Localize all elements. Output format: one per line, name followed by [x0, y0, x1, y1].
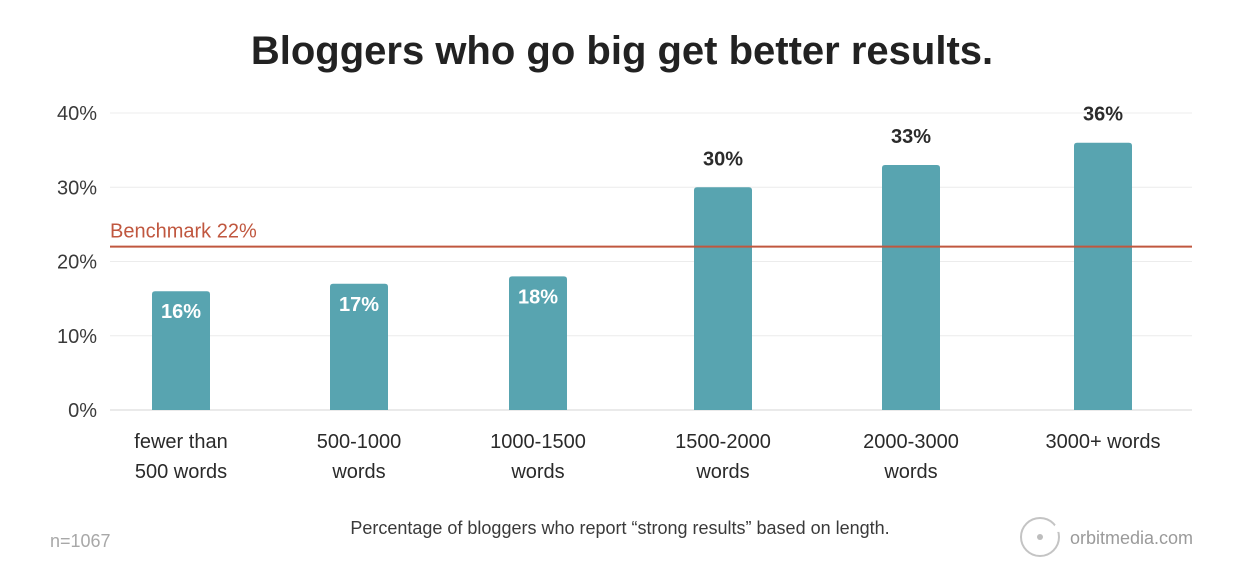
orbitmedia-logo: orbitmedia.com: [1020, 517, 1193, 557]
y-tick-label: 40%: [57, 103, 97, 125]
sample-size-note: n=1067: [50, 531, 111, 551]
orbit-ring-icon: [1020, 517, 1060, 557]
x-tick-label: words: [883, 461, 937, 483]
y-tick-label: 0%: [68, 400, 97, 422]
x-tick-label: 1000-1500: [490, 431, 586, 453]
data-label: 30%: [703, 148, 743, 170]
x-axis: fewer than 500 words 500-1000 words 1000-150…: [134, 431, 1160, 483]
bar: [694, 187, 752, 410]
data-label: 36%: [1083, 104, 1123, 126]
data-label: 16%: [161, 301, 201, 323]
benchmark: Benchmark 22%: [110, 221, 1192, 248]
y-tick-label: 10%: [57, 326, 97, 348]
gridlines: [110, 112, 1192, 411]
x-tick-label: 1500-2000: [675, 431, 771, 453]
x-tick-label: 2000-3000: [863, 431, 959, 453]
y-tick-label: 20%: [57, 252, 97, 274]
data-label: 17%: [339, 294, 379, 316]
y-tick-label: 30%: [57, 177, 97, 199]
source-brand: orbitmedia.com: [1070, 528, 1193, 548]
x-tick-label: fewer than: [134, 431, 227, 453]
orbit-dot-icon: [1037, 534, 1043, 540]
data-label: 33%: [891, 126, 931, 148]
chart-caption: Percentage of bloggers who report “stron…: [350, 518, 889, 538]
bar: [509, 276, 567, 410]
x-tick-label: words: [695, 461, 749, 483]
benchmark-label: Benchmark 22%: [110, 221, 257, 243]
x-tick-label: words: [331, 461, 385, 483]
x-tick-label: 3000+ words: [1045, 431, 1160, 453]
bar: [1074, 142, 1132, 410]
y-axis: 0% 10% 20% 30% 40%: [57, 103, 97, 422]
x-tick-label: 500-1000: [317, 431, 402, 453]
data-label: 18%: [518, 286, 558, 308]
bar: [882, 164, 940, 410]
chart-title: Bloggers who go big get better results.: [251, 29, 993, 73]
bar: [330, 283, 388, 410]
bars: 16% 17% 18% 30% 33% 36%: [152, 104, 1132, 410]
bar: [152, 291, 210, 410]
x-tick-label: words: [510, 461, 564, 483]
x-tick-label: 500 words: [135, 461, 227, 483]
